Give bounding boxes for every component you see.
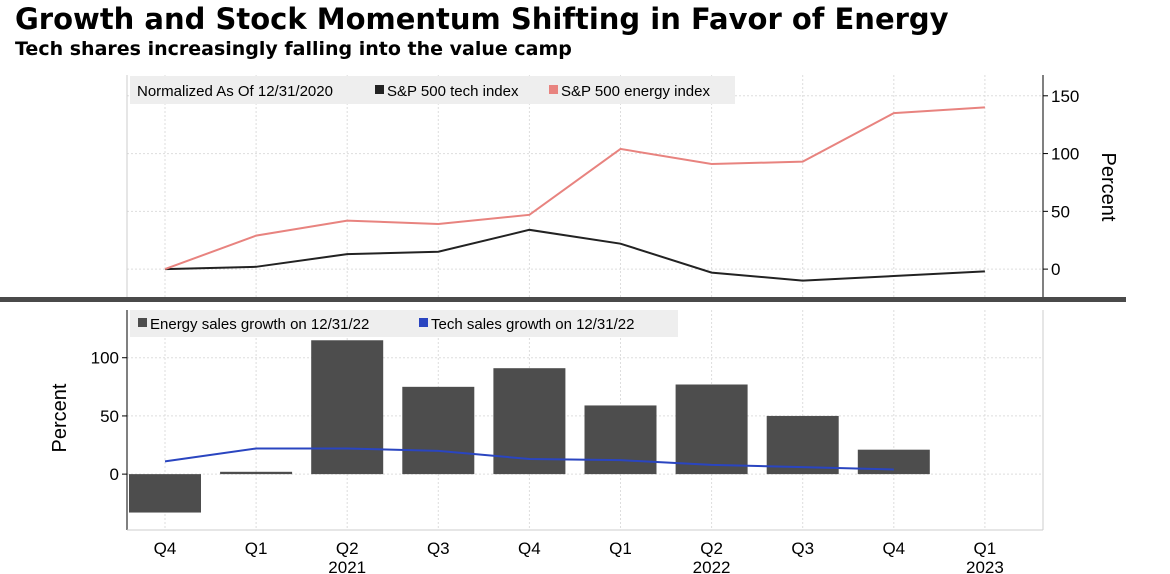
- y-tick-label: 100: [91, 349, 119, 368]
- x-tick-label: Q4: [518, 539, 541, 558]
- bar: [857, 449, 930, 475]
- x-tick-label: Q3: [427, 539, 450, 558]
- legend-swatch: [419, 318, 428, 327]
- chart-subtitle: Tech shares increasingly falling into th…: [15, 38, 572, 60]
- y-axis-label: Percent: [49, 383, 71, 452]
- series-line-tech-sales: [164, 447, 894, 471]
- x-tick-label: Q4: [882, 539, 905, 558]
- y-tick-label: 50: [1051, 202, 1070, 221]
- y-tick-label: 50: [100, 407, 119, 426]
- legend-note: Normalized As Of 12/31/2020: [137, 83, 333, 100]
- y-tick-label: 150: [1051, 87, 1079, 106]
- legend-swatch: [138, 318, 147, 327]
- series-line-s-p-500-energy-index: [164, 106, 985, 271]
- legend-box: [130, 76, 735, 104]
- legend-label: Energy sales growth on 12/31/22: [150, 316, 369, 333]
- y-axis-label: Percent: [1097, 153, 1119, 222]
- bar: [402, 386, 475, 475]
- bar: [220, 471, 293, 475]
- legend-label: S&P 500 energy index: [561, 83, 710, 100]
- y-tick-label: 0: [110, 465, 119, 484]
- y-tick-label: 0: [1051, 260, 1060, 279]
- legend-swatch: [375, 85, 384, 94]
- y-tick-label: 100: [1051, 145, 1079, 164]
- legend-label: S&P 500 tech index: [387, 83, 519, 100]
- x-tick-label: Q1: [245, 539, 268, 558]
- bar: [584, 405, 657, 475]
- x-tick-label: Q3: [791, 539, 814, 558]
- panel-separator: [0, 297, 1126, 302]
- chart-title: Growth and Stock Momentum Shifting in Fa…: [15, 2, 949, 36]
- legend-swatch: [549, 85, 558, 94]
- x-year-label: 2023: [966, 558, 1004, 574]
- x-year-label: 2021: [328, 558, 366, 574]
- bar: [129, 474, 201, 513]
- bar: [311, 340, 384, 475]
- x-tick-label: Q4: [154, 539, 177, 558]
- x-year-label: 2022: [693, 558, 731, 574]
- x-tick-label: Q2: [336, 539, 359, 558]
- x-tick-label: Q1: [974, 539, 997, 558]
- x-tick-label: Q2: [700, 539, 723, 558]
- x-tick-label: Q1: [609, 539, 632, 558]
- series-line-s-p-500-tech-index: [164, 228, 985, 282]
- legend-box: [130, 310, 678, 337]
- bar: [675, 384, 748, 475]
- bar: [766, 415, 839, 475]
- legend-label: Tech sales growth on 12/31/22: [431, 316, 634, 333]
